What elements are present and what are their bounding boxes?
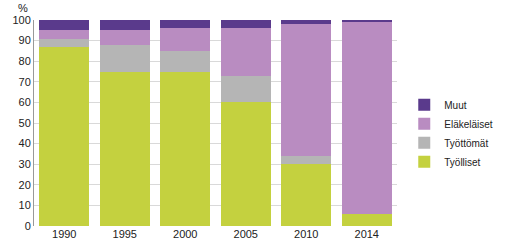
svg-text:1995: 1995	[113, 228, 137, 240]
svg-text:100: 100	[12, 14, 30, 26]
svg-text:70: 70	[19, 76, 31, 88]
svg-text:Työlliset: Työlliset	[444, 157, 480, 168]
svg-text:80: 80	[19, 55, 31, 67]
svg-text:50: 50	[19, 117, 31, 129]
svg-text:60: 60	[19, 96, 31, 108]
svg-text:2000: 2000	[173, 228, 197, 240]
svg-text:Eläkeläiset: Eläkeläiset	[444, 119, 493, 130]
svg-text:Muut: Muut	[444, 100, 466, 111]
svg-text:1990: 1990	[52, 228, 76, 240]
svg-text:2014: 2014	[355, 228, 379, 240]
svg-text:2005: 2005	[234, 228, 258, 240]
svg-text:10: 10	[19, 199, 31, 211]
svg-text:90: 90	[19, 34, 31, 46]
svg-text:%: %	[18, 2, 28, 14]
svg-text:40: 40	[19, 137, 31, 149]
svg-text:2010: 2010	[294, 228, 318, 240]
svg-text:20: 20	[19, 179, 31, 191]
svg-text:Työttömät: Työttömät	[444, 138, 488, 149]
svg-text:30: 30	[19, 158, 31, 170]
svg-text:0: 0	[25, 220, 31, 232]
